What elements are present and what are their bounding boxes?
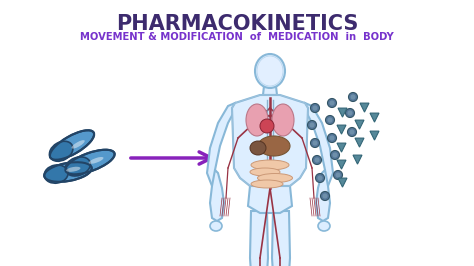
Circle shape — [328, 118, 332, 123]
Ellipse shape — [251, 180, 283, 188]
Ellipse shape — [65, 150, 115, 174]
Polygon shape — [272, 211, 290, 266]
Ellipse shape — [255, 54, 285, 88]
Circle shape — [315, 157, 319, 163]
Ellipse shape — [66, 167, 81, 172]
Ellipse shape — [210, 221, 222, 231]
Polygon shape — [355, 138, 364, 147]
Polygon shape — [338, 178, 347, 187]
Polygon shape — [263, 86, 277, 95]
Polygon shape — [370, 113, 379, 122]
Ellipse shape — [257, 173, 292, 182]
Polygon shape — [360, 103, 369, 112]
Circle shape — [316, 173, 325, 182]
Ellipse shape — [258, 136, 290, 156]
Circle shape — [329, 135, 335, 140]
Polygon shape — [250, 211, 268, 266]
Circle shape — [312, 106, 318, 110]
Circle shape — [312, 140, 318, 146]
Polygon shape — [338, 108, 347, 117]
Polygon shape — [370, 131, 379, 140]
Circle shape — [310, 103, 319, 113]
Circle shape — [308, 120, 317, 130]
Circle shape — [346, 109, 355, 118]
Polygon shape — [232, 95, 308, 186]
Circle shape — [322, 193, 328, 198]
Polygon shape — [337, 125, 346, 134]
Polygon shape — [353, 155, 362, 164]
Circle shape — [310, 123, 315, 127]
Circle shape — [347, 127, 356, 136]
Ellipse shape — [272, 104, 294, 136]
Polygon shape — [337, 143, 346, 152]
Ellipse shape — [246, 104, 268, 136]
Circle shape — [318, 176, 322, 181]
Ellipse shape — [44, 162, 91, 182]
Ellipse shape — [250, 141, 266, 155]
Polygon shape — [316, 170, 330, 221]
Ellipse shape — [260, 119, 274, 133]
Circle shape — [310, 139, 319, 148]
Circle shape — [332, 152, 337, 157]
Ellipse shape — [49, 141, 73, 161]
Ellipse shape — [65, 157, 91, 176]
Text: MOVEMENT & MODIFICATION  of  MEDICATION  in  BODY: MOVEMENT & MODIFICATION of MEDICATION in… — [80, 32, 394, 42]
Ellipse shape — [72, 140, 85, 149]
Circle shape — [336, 172, 340, 177]
Circle shape — [347, 110, 353, 115]
Ellipse shape — [44, 165, 68, 183]
Ellipse shape — [250, 168, 280, 176]
Text: PHARMACOKINETICS: PHARMACOKINETICS — [116, 14, 358, 34]
Ellipse shape — [318, 221, 330, 231]
Circle shape — [334, 171, 343, 180]
Circle shape — [329, 101, 335, 106]
Ellipse shape — [50, 130, 94, 160]
Ellipse shape — [89, 157, 103, 164]
Circle shape — [348, 93, 357, 102]
Circle shape — [328, 98, 337, 107]
Polygon shape — [210, 170, 224, 221]
Polygon shape — [207, 103, 236, 186]
Circle shape — [328, 134, 337, 143]
Circle shape — [349, 130, 355, 135]
Ellipse shape — [257, 56, 283, 86]
Circle shape — [320, 192, 329, 201]
Polygon shape — [304, 103, 333, 186]
Circle shape — [350, 94, 356, 99]
Circle shape — [312, 156, 321, 164]
Polygon shape — [337, 160, 346, 169]
Circle shape — [330, 151, 339, 160]
Polygon shape — [355, 120, 364, 129]
Polygon shape — [248, 186, 292, 213]
Ellipse shape — [251, 160, 289, 170]
Circle shape — [326, 115, 335, 124]
